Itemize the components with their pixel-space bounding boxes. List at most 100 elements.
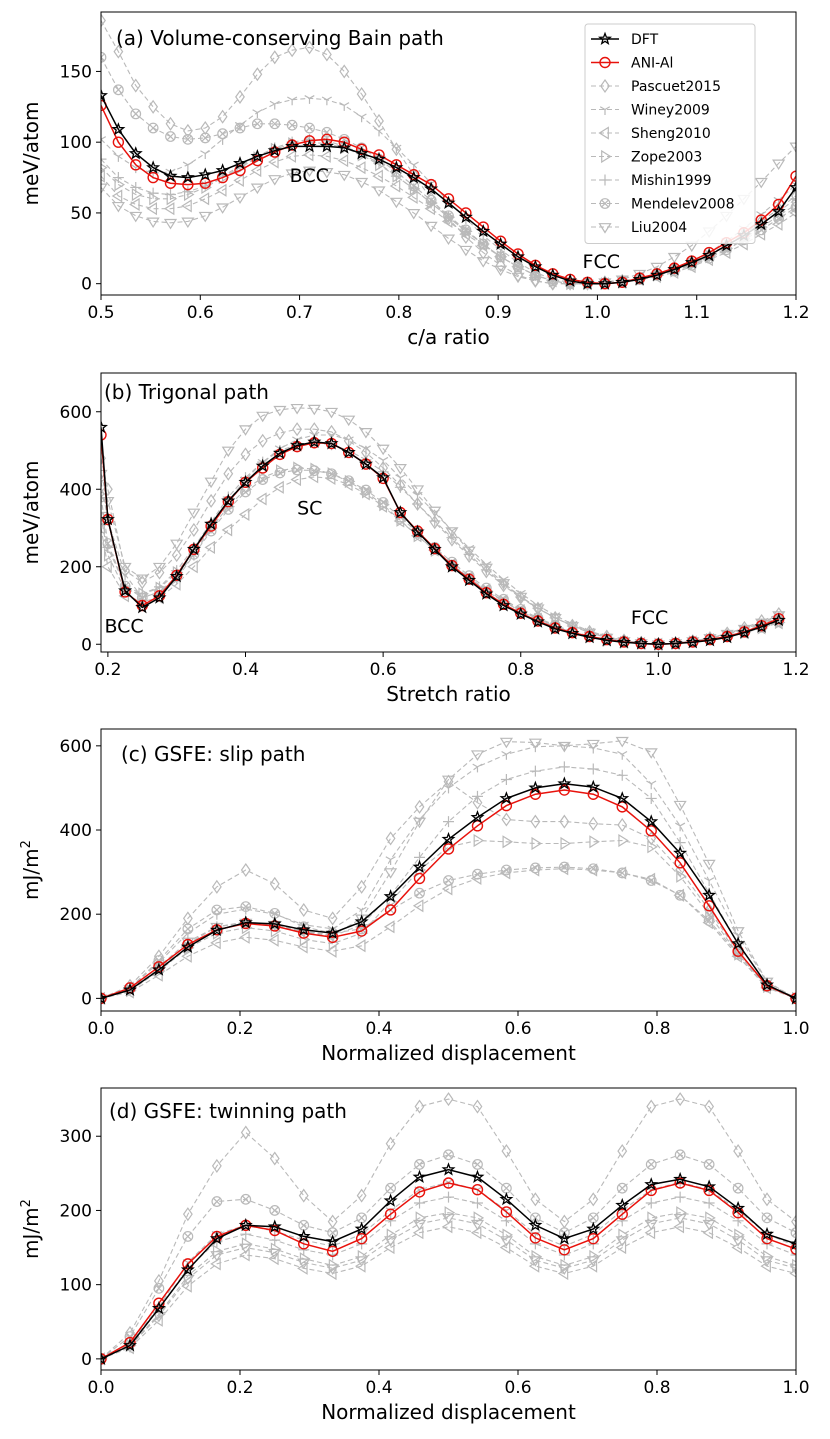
series-winey2009 — [101, 1178, 796, 1365]
data-point-mishin1999 — [269, 1234, 281, 1246]
data-point-dft — [582, 629, 597, 644]
data-point-zope2003 — [647, 840, 658, 854]
data-point-liu2004 — [216, 203, 230, 214]
data-point-sheng2010 — [101, 169, 105, 183]
legend-marker-ani-al — [599, 56, 611, 69]
data-point-pascuet2015 — [391, 142, 402, 157]
data-point-zope2003 — [344, 474, 356, 489]
data-point-zope2003 — [618, 833, 629, 848]
x-tick-label: 0.6 — [370, 660, 397, 680]
data-point-dft — [122, 1338, 137, 1352]
x-tick-label: 0.5 — [87, 303, 114, 323]
data-point-dft — [470, 1169, 485, 1184]
data-point-dft — [462, 572, 477, 587]
data-point-mishin1999 — [558, 761, 570, 773]
data-point-mendelev2008 — [274, 467, 286, 479]
data-point-mendelev2008 — [790, 1227, 796, 1239]
data-point-sheng2010 — [407, 190, 418, 204]
data-point-winey2009 — [501, 750, 512, 760]
data-point-dft — [528, 259, 543, 273]
panel-c: 0.0 0.2 0.4 0.6 0.8 1.0 0 200 400 600 Normalized d… — [19, 728, 810, 1065]
data-point-pascuet2015 — [646, 1099, 657, 1114]
x-tick-label: 1.0 — [584, 303, 611, 323]
data-point-dft — [702, 248, 717, 262]
data-point-ani-al — [645, 1184, 657, 1197]
data-point-pascuet2015 — [252, 67, 263, 82]
x-axis-label: Normalized displacement — [321, 1400, 576, 1424]
data-point-mishin1999 — [412, 498, 424, 510]
data-point-mendelev2008 — [360, 484, 372, 496]
data-point-pascuet2015 — [617, 817, 628, 833]
data-point-dft — [563, 273, 578, 287]
data-point-ani-al — [616, 801, 628, 813]
series-ani-al — [101, 1177, 796, 1365]
data-point-dft — [470, 810, 485, 824]
data-point-liu2004 — [372, 186, 386, 197]
data-point-dft — [233, 156, 247, 170]
data-point-pascuet2015 — [733, 1144, 744, 1159]
data-point-pascuet2015 — [356, 1188, 367, 1203]
data-point-mishin1999 — [101, 507, 107, 518]
data-point-mendelev2008 — [251, 118, 263, 130]
data-point-dft — [412, 1169, 427, 1184]
data-point-liu2004 — [302, 166, 317, 178]
data-point-pascuet2015 — [515, 590, 526, 605]
data-point-sheng2010 — [337, 153, 349, 168]
x-tick-label: 1.0 — [645, 660, 672, 680]
data-point-liu2004 — [546, 279, 560, 291]
data-point-ani-al — [500, 1206, 513, 1218]
data-point-ani-al — [298, 927, 310, 939]
data-point-sheng2010 — [771, 217, 783, 231]
data-point-pascuet2015 — [274, 426, 285, 441]
x-tick-label: 0.4 — [232, 660, 259, 680]
data-point-mendelev2008 — [240, 901, 252, 913]
data-point-sheng2010 — [129, 197, 140, 212]
legend-label-mishin1999: Mishin1999 — [631, 173, 712, 189]
data-point-ani-al — [269, 1224, 281, 1237]
data-point-mendelev2008 — [211, 904, 223, 916]
data-point-pascuet2015 — [101, 13, 106, 28]
x-tick-label: 1.2 — [782, 660, 809, 680]
data-point-dft — [513, 606, 528, 620]
data-point-dft — [644, 1177, 659, 1191]
data-point-liu2004 — [384, 1236, 398, 1247]
data-point-pascuet2015 — [165, 116, 176, 131]
data-point-ani-al — [790, 170, 796, 182]
data-point-pascuet2015 — [211, 879, 222, 894]
data-point-liu2004 — [410, 485, 425, 496]
data-point-dft — [383, 1193, 398, 1207]
data-point-sheng2010 — [221, 523, 233, 537]
data-point-dft — [731, 936, 746, 950]
data-point-sheng2010 — [187, 560, 198, 574]
x-tick-label: 0.0 — [87, 1378, 114, 1398]
data-point-zope2003 — [589, 835, 600, 849]
data-point-liu2004 — [496, 579, 511, 590]
data-point-pascuet2015 — [292, 422, 303, 437]
data-point-dft — [169, 569, 184, 583]
data-point-dft — [702, 887, 717, 902]
data-point-winey2009 — [269, 100, 280, 110]
data-point-dft — [146, 160, 161, 174]
data-point-liu2004 — [268, 175, 282, 186]
series-mendelev2008 — [101, 1149, 796, 1365]
series-sheng2010 — [101, 1220, 796, 1366]
legend-label-dft: DFT — [631, 32, 659, 48]
data-point-sheng2010 — [441, 1220, 453, 1234]
data-point-liu2004 — [470, 750, 485, 761]
annotation-bcc: BCC — [104, 616, 143, 638]
data-point-zope2003 — [328, 937, 340, 951]
legend-marker-dft — [597, 31, 613, 45]
data-point-mishin1999 — [529, 1238, 541, 1250]
data-point-liu2004 — [101, 183, 108, 195]
data-point-pascuet2015 — [321, 47, 332, 62]
data-point-mendelev2008 — [182, 923, 194, 935]
data-point-dft — [204, 516, 219, 531]
data-point-zope2003 — [218, 170, 230, 185]
data-point-dft — [135, 600, 150, 614]
data-point-winey2009 — [321, 96, 332, 106]
data-point-dft — [511, 249, 525, 263]
series-line-dft — [101, 427, 780, 646]
data-point-liu2004 — [531, 604, 545, 615]
data-point-dft — [668, 636, 683, 650]
data-point-liu2004 — [586, 1256, 600, 1267]
